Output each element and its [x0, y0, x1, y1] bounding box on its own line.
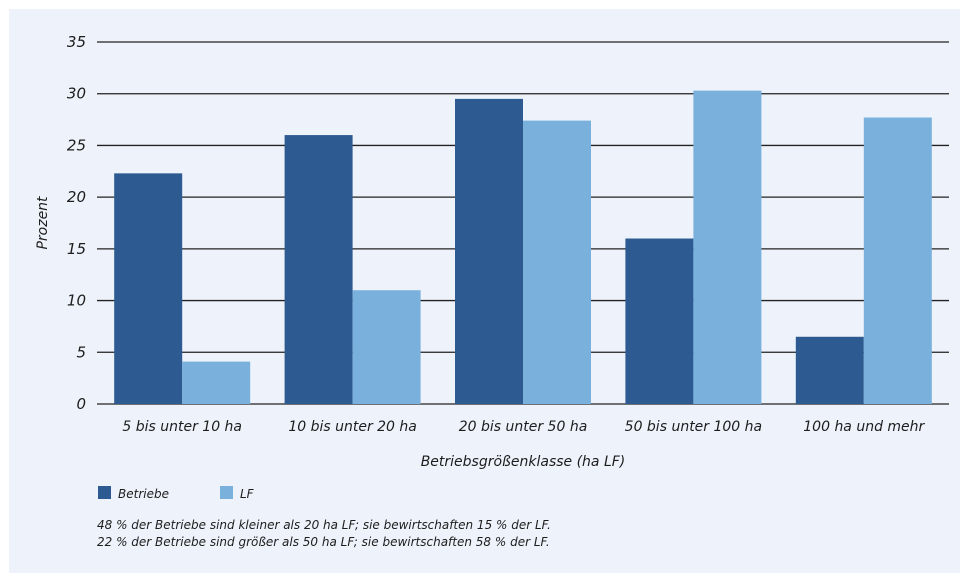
y-axis-label: Prozent	[35, 196, 51, 250]
legend-swatch-lf	[220, 486, 233, 499]
y-tick-label: 35	[67, 33, 86, 51]
legend-label: LF	[240, 487, 255, 501]
x-tick-label: 50 bis unter 100 ha	[625, 419, 762, 435]
x-tick-labels: 5 bis unter 10 ha 10 bis unter 20 ha 20 bi…	[122, 419, 925, 435]
bar-betriebe	[455, 98, 523, 404]
bars	[114, 90, 932, 405]
y-tick-labels: 0 5 10 15 20 25 30 35	[67, 33, 86, 413]
footnote: 22 % der Betriebe sind größer als 50 ha …	[97, 535, 550, 549]
x-tick-label: 5 bis unter 10 ha	[122, 419, 242, 435]
y-tick-label: 5	[76, 343, 86, 361]
y-tick-label: 0	[76, 395, 86, 413]
x-tick-label: 100 ha und mehr	[803, 419, 925, 435]
bar-lf	[352, 290, 421, 404]
bar-betriebe	[795, 336, 864, 404]
x-axis-label: Betriebsgrößenklasse (ha LF)	[421, 454, 626, 470]
x-tick-label: 20 bis unter 50 ha	[459, 419, 588, 435]
footnote: 48 % der Betriebe sind kleiner als 20 ha…	[97, 518, 551, 532]
legend: Betriebe LF	[98, 486, 255, 501]
y-tick-label: 15	[67, 240, 86, 258]
x-tick-label: 10 bis unter 20 ha	[288, 419, 417, 435]
y-tick-label: 25	[67, 136, 86, 154]
legend-label: Betriebe	[118, 487, 169, 501]
bar-lf	[182, 361, 251, 404]
footnotes: 48 % der Betriebe sind kleiner als 20 ha…	[97, 518, 551, 549]
y-tick-label: 10	[67, 292, 86, 310]
bar-lf	[693, 90, 762, 405]
bar-lf	[863, 117, 932, 404]
bar-betriebe	[625, 238, 694, 404]
legend-swatch-betriebe	[98, 486, 111, 499]
bar-lf	[523, 120, 591, 404]
bar-betriebe	[114, 173, 183, 404]
y-tick-label: 20	[67, 188, 86, 206]
bar-betriebe	[284, 135, 353, 405]
y-tick-label: 30	[67, 85, 86, 103]
